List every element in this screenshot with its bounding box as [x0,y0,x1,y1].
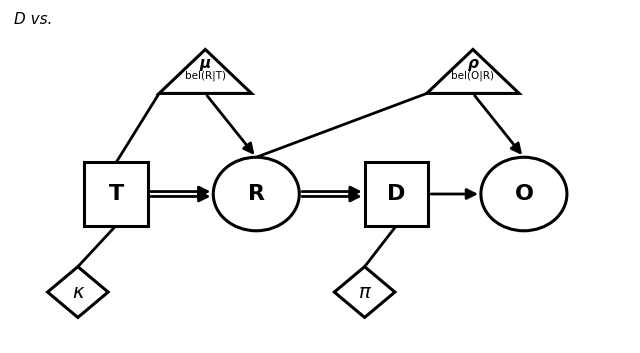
Polygon shape [427,49,519,94]
Text: π: π [359,282,371,301]
Text: D vs.: D vs. [14,12,52,27]
Text: T: T [108,184,124,204]
Text: R: R [248,184,265,204]
Text: bel(O|R): bel(O|R) [451,71,495,81]
FancyBboxPatch shape [365,162,428,226]
Text: bel(R|T): bel(R|T) [185,71,226,81]
Text: μ: μ [200,56,211,71]
Text: D: D [387,184,406,204]
Polygon shape [159,49,252,94]
Polygon shape [47,267,108,317]
Polygon shape [334,267,395,317]
Text: O: O [515,184,533,204]
Text: ρ: ρ [467,56,478,71]
Text: κ: κ [72,282,84,301]
Ellipse shape [213,157,300,231]
Ellipse shape [481,157,567,231]
FancyBboxPatch shape [84,162,148,226]
